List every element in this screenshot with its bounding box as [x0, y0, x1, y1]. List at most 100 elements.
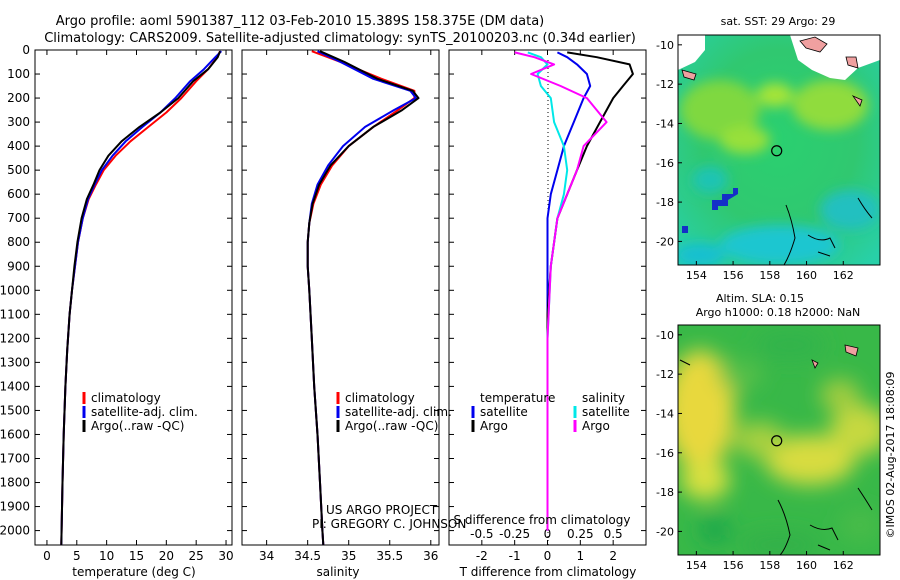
depth-tick-label: 600	[7, 187, 30, 201]
legend-temperature-title: temperature	[480, 391, 555, 405]
map-y-tick-label: -20	[656, 235, 674, 248]
x-tick-label: 34	[259, 549, 274, 563]
depth-tick-label: 2000	[0, 524, 30, 538]
legend-argo: Argo(..raw -QC)	[345, 419, 438, 433]
sla-patches	[678, 330, 880, 555]
depth-tick-label: 1500	[0, 403, 30, 417]
legend-sal-argo: Argo	[582, 419, 610, 433]
depth-tick-label: 900	[7, 259, 30, 273]
map-x-tick-label: 158	[759, 559, 780, 572]
temperature-legend: climatology satellite-adj. clim. Argo(..…	[82, 391, 198, 433]
series-line-blue	[306, 50, 417, 546]
x-tick-label: 2	[609, 549, 617, 563]
legend-climatology: climatology	[91, 391, 161, 405]
sla-coastline	[679, 359, 873, 555]
salinity-xlabel: salinity	[316, 565, 359, 579]
difference-legend: temperature salinity satellite Argo sate…	[471, 391, 630, 433]
series-line-black	[306, 50, 420, 546]
x-tick-label: -1	[509, 549, 521, 563]
map-y-tick-label: -12	[656, 78, 674, 91]
series-line-blue	[546, 51, 592, 363]
x-tick-label: -2	[476, 549, 488, 563]
sla-map-title-1: Altim. SLA: 0.15	[716, 292, 804, 305]
legend-climatology: climatology	[345, 391, 415, 405]
depth-tick-label: 0	[22, 43, 30, 57]
map-x-tick-label: 158	[759, 269, 780, 282]
map-x-tick-label: 160	[796, 559, 817, 572]
s-tick-label: -0.5	[470, 527, 493, 541]
sst-map	[678, 35, 880, 265]
sst-cold-patch	[712, 188, 738, 210]
sst-map-frame	[677, 34, 881, 266]
map-y-tick-label: -12	[656, 368, 674, 381]
sst-map-axes: 154 156 158 160 162 -10 -12 -14 -16 -18 -20	[656, 39, 854, 282]
map-y-tick-label: -14	[656, 117, 674, 130]
depth-tick-label: 1400	[0, 379, 30, 393]
depth-axis: 0 100 200 300 400 500 600 700 800 900 1000 1100 1200…	[0, 43, 646, 538]
legend-salinity-title: salinity	[582, 391, 625, 405]
salinity-lines	[306, 50, 420, 546]
x-tick-label: 36	[423, 549, 438, 563]
s-tick-label: 0.5	[604, 527, 623, 541]
project-annotation: US ARGO PROJECT	[326, 503, 438, 517]
salinity-legend: climatology satellite-adj. clim. Argo(..…	[336, 391, 452, 433]
map-x-tick-label: 154	[686, 559, 707, 572]
legend-satellite-adj: satellite-adj. clim.	[345, 405, 452, 419]
temperature-lines	[60, 50, 223, 546]
map-x-tick-label: 160	[796, 269, 817, 282]
depth-tick-label: 200	[7, 91, 30, 105]
sla-map-title-2: Argo h1000: 0.18 h2000: NaN	[696, 306, 861, 319]
t-difference-label: T difference from climatology	[459, 565, 637, 579]
s-tick-label: -0.25	[499, 527, 530, 541]
sla-land	[811, 344, 859, 369]
map-y-tick-label: -16	[656, 447, 674, 460]
difference-lines	[514, 51, 634, 531]
x-tick-label: 1	[577, 549, 585, 563]
legend-temp-argo: Argo	[480, 419, 508, 433]
x-tick-label: 30	[218, 549, 233, 563]
map-x-tick-label: 162	[833, 269, 854, 282]
salinity-x-axis: 34 34.5 35 35.5 36	[259, 50, 438, 563]
salinity-panel	[241, 49, 440, 546]
depth-tick-label: 1300	[0, 355, 30, 369]
x-tick-label: 35.5	[376, 549, 403, 563]
x-tick-label: 0	[544, 549, 552, 563]
map-y-tick-label: -14	[656, 407, 674, 420]
map-y-tick-label: -18	[656, 196, 674, 209]
temperature-xlabel: temperature (deg C)	[72, 565, 195, 579]
map-x-tick-label: 154	[686, 269, 707, 282]
depth-tick-label: 1900	[0, 500, 30, 514]
pi-annotation: PI: GREGORY C. JOHNSON	[312, 517, 466, 531]
depth-tick-label: 1600	[0, 427, 30, 441]
depth-tick-label: 1200	[0, 331, 30, 345]
sla-map-frame	[677, 324, 881, 556]
sst-argo-position	[771, 145, 783, 157]
depth-tick-label: 1800	[0, 476, 30, 490]
title-line-1: Argo profile: aoml 5901387_112 03-Feb-20…	[56, 14, 545, 29]
map-y-tick-label: -16	[656, 157, 674, 170]
depth-tick-label: 1000	[0, 283, 30, 297]
x-tick-label: 15	[129, 549, 144, 563]
sla-argo-position	[771, 435, 783, 447]
x-tick-label: 20	[159, 549, 174, 563]
depth-tick-label: 1100	[0, 307, 30, 321]
map-x-tick-label: 156	[723, 559, 744, 572]
depth-tick-label: 1700	[0, 451, 30, 465]
sst-map-title: sat. SST: 29 Argo: 29	[721, 15, 836, 28]
map-y-tick-label: -10	[656, 39, 674, 52]
x-tick-label: 5	[73, 549, 81, 563]
x-tick-label: 10	[99, 549, 114, 563]
title-line-2: Climatology: CARS2009. Satellite-adjuste…	[44, 31, 636, 46]
legend-temp-satellite: satellite	[480, 405, 528, 419]
depth-tick-label: 800	[7, 235, 30, 249]
s-tick-label: 0.25	[567, 527, 594, 541]
s-tick-label: 0	[544, 527, 552, 541]
x-tick-label: 0	[43, 549, 51, 563]
depth-tick-label: 300	[7, 115, 30, 129]
series-line-red	[306, 50, 416, 546]
sla-map-axes: 154 156 158 160 162 -10 -12 -14 -16 -18 -20	[656, 329, 854, 572]
depth-tick-label: 700	[7, 211, 30, 225]
sla-map	[678, 325, 880, 555]
temperature-panel	[34, 49, 233, 546]
